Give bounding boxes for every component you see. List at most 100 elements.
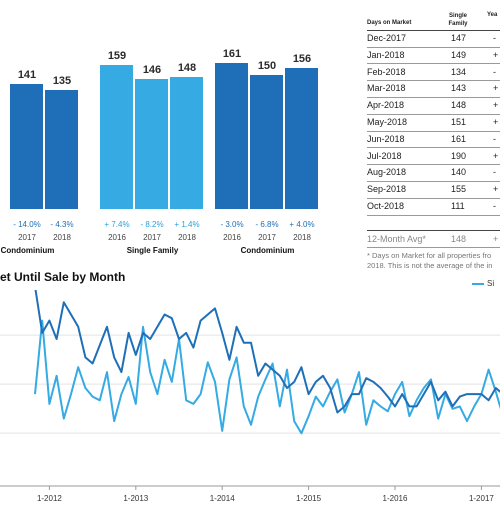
x-tick-label: 1-2016 <box>383 494 408 503</box>
row-ya: - <box>493 167 496 178</box>
table-row: Jan-2018 149 + <box>367 47 500 65</box>
table-header-month: Days on Market <box>367 20 412 26</box>
x-tick-label: 1-2017 <box>469 494 494 503</box>
row-single: 143 <box>451 83 467 94</box>
row-month: Oct-2018 <box>367 201 405 211</box>
row-ya: + <box>493 117 499 127</box>
table-row: Mar-2018 143 + <box>367 80 500 99</box>
bar <box>285 68 318 209</box>
table-row: May-2018 151 + <box>367 114 500 132</box>
x-tick-label: 1-2014 <box>210 494 235 503</box>
bar-change-label: + 1.4% <box>174 220 200 229</box>
row-ya: + <box>493 49 499 60</box>
row-ya: + <box>493 150 499 161</box>
row-month: Mar-2018 <box>367 83 406 94</box>
bar-change-label: - 14.0% <box>13 220 41 229</box>
series-line-single <box>34 319 500 435</box>
bar <box>170 76 203 209</box>
table-header-ya: Yea <box>487 12 498 18</box>
footnote-line-1: * Days on Market for all properties fro <box>367 251 492 260</box>
row-month: Jun-2018 <box>367 133 405 144</box>
bar <box>215 63 248 209</box>
row-ya: - <box>493 133 496 144</box>
days-on-market-line-chart: 1-2012 1-2013 1-2014 1-2015 1-2016 1-2017 <box>0 290 500 503</box>
bar <box>100 65 133 209</box>
bar-value-label: 159 <box>107 50 127 63</box>
row-ya: - <box>493 33 496 43</box>
line-chart-title: et Until Sale by Month <box>0 270 126 284</box>
avg-single: 148 <box>451 234 467 244</box>
table-avg-row: 12-Month Avg* 148 + <box>367 230 500 248</box>
bar-year-label: 2018 <box>178 233 196 242</box>
x-tick-label: 1-2013 <box>123 494 148 503</box>
bar-year-label: 2018 <box>53 233 71 242</box>
avg-label: 12-Month Avg* <box>367 234 426 244</box>
table-row: Dec-2017 147 - <box>367 30 500 48</box>
bar-group-label: Condominium <box>240 246 295 255</box>
bar-value-label: 156 <box>292 53 312 66</box>
bar-year-label: 2016 <box>108 233 126 242</box>
footnote-line-2: 2018. This is not the average of the in <box>367 261 493 270</box>
bar-year-label: 2018 <box>293 233 311 242</box>
line-chart-legend: Si <box>472 279 494 288</box>
bar-value-label: 161 <box>222 48 242 61</box>
bar-change-label: + 7.4% <box>104 220 130 229</box>
bar-group-label: Single Family <box>126 246 179 255</box>
bar-value-label: 141 <box>17 69 37 82</box>
bar-year-label: 2016 <box>223 233 241 242</box>
row-month: Jan-2018 <box>367 49 405 60</box>
bar <box>45 90 78 209</box>
table-header-rule <box>367 30 500 31</box>
table-rows: Dec-2017 147 - Jan-2018 149 + Feb-2018 134 - Mar-… <box>367 30 500 220</box>
bar-value-label: 150 <box>257 59 277 72</box>
bar-change-label: - 3.0% <box>220 220 244 229</box>
bar <box>10 84 43 209</box>
table-row: Jun-2018 161 - <box>367 131 500 149</box>
row-single: 155 <box>451 184 467 195</box>
bar <box>250 74 283 209</box>
table-row: Aug-2018 140 - <box>367 164 500 183</box>
table-row: Jul-2018 190 + <box>367 148 500 166</box>
table-row: Oct-2018 111 - <box>367 198 500 216</box>
row-single: 161 <box>451 133 467 144</box>
row-month: May-2018 <box>367 117 408 127</box>
row-month: Dec-2017 <box>367 33 407 43</box>
days-on-market-table: Days on Market Single Family Yea Dec-201… <box>367 8 500 278</box>
legend-label-single: Si <box>487 279 495 288</box>
row-month: Apr-2018 <box>367 100 405 111</box>
row-ya: - <box>493 66 496 77</box>
row-single: 140 <box>451 167 467 178</box>
row-ya: - <box>493 201 496 211</box>
bar <box>135 78 168 209</box>
bar-year-label: 2017 <box>143 233 161 242</box>
row-month: Feb-2018 <box>367 66 406 77</box>
table-row: Feb-2018 134 - <box>367 64 500 82</box>
bar-value-label: 148 <box>177 61 197 74</box>
bar-year-label: 2017 <box>18 233 36 242</box>
row-single: 147 <box>451 33 467 43</box>
row-month: Aug-2018 <box>367 167 407 178</box>
bar-change-label: + 4.0% <box>289 220 315 229</box>
bar-value-label: 146 <box>142 63 162 76</box>
row-month: Sep-2018 <box>367 184 407 195</box>
row-single: 134 <box>451 66 467 77</box>
row-ya: + <box>493 83 499 94</box>
avg-ya: + <box>493 234 499 244</box>
bar-change-label: - 8.2% <box>140 220 164 229</box>
x-tick-label: 1-2012 <box>37 494 62 503</box>
row-ya: + <box>493 100 499 111</box>
row-single: 148 <box>451 100 467 111</box>
bar-year-label: 2017 <box>258 233 276 242</box>
row-single: 190 <box>451 150 467 161</box>
bar-change-label: - 4.3% <box>50 220 74 229</box>
bar-group-label: Condominium <box>0 246 55 255</box>
series-line-condo <box>34 290 500 414</box>
table-header-single: Single Family <box>448 13 468 27</box>
x-tick-label: 1-2015 <box>296 494 321 503</box>
row-single: 151 <box>451 117 467 127</box>
table-row: Sep-2018 155 + <box>367 181 500 199</box>
row-ya: + <box>493 184 499 195</box>
bar-change-label: - 6.8% <box>255 220 279 229</box>
row-month: Jul-2018 <box>367 150 402 161</box>
